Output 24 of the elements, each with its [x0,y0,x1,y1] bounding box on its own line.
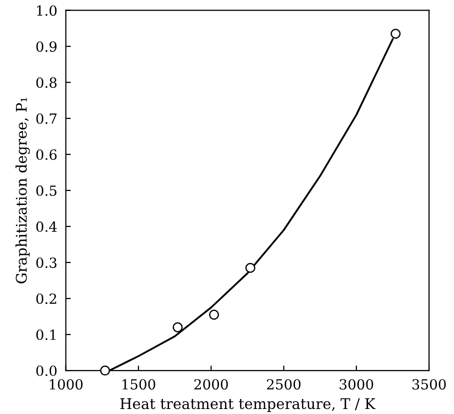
y-tick-label: 0.7 [36,113,56,124]
y-tick-label: 0.5 [36,185,56,196]
y-tick-label: 0.2 [36,293,56,304]
x-tick-label: 1000 [50,379,83,390]
x-tick-label: 1500 [122,379,156,390]
x-tick-label: 3000 [340,379,374,390]
x-tick-label: 3500 [412,379,446,390]
y-tick-label: 0.9 [36,41,57,52]
point [390,28,401,39]
point [100,366,110,376]
y-tick-label: 0.4 [36,221,57,232]
point [209,310,220,320]
x-tick-label: 2000 [194,379,228,390]
y-tick-label: 0.1 [36,329,56,340]
y-tick-label: 0.8 [36,77,57,88]
x-tick-label: 2500 [267,379,300,390]
y-tick-label: 0.3 [36,257,56,268]
y-tick-label: 0.6 [36,149,57,160]
point [245,262,256,273]
y-tick-label: 0.0 [36,366,57,376]
y-axis-title: Graphitization degree, P₁ [16,98,30,284]
y-tick-label: 1.0 [37,5,57,16]
x-axis-title: Heat treatment temperature, T / K [120,398,376,412]
point [172,322,183,332]
